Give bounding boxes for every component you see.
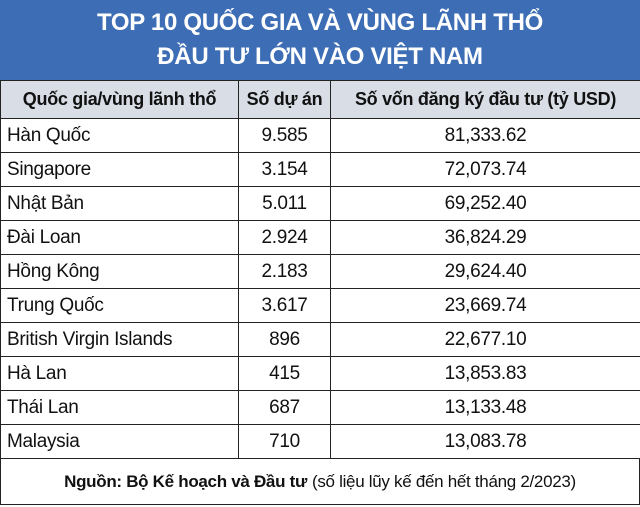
table-cell: 710 (238, 424, 331, 459)
table-row: Trung Quốc 3.617 23,669.74 (0, 288, 640, 323)
table-row: British Virgin Islands 896 22,677.10 (0, 322, 640, 357)
source: Nguồn: Bộ Kế hoạch và Đầu tư (64, 471, 307, 491)
data-table: Quốc gia/vùng lãnh thổ Số dự án Số vốn đăn… (0, 80, 640, 459)
table-body: Hàn Quốc 9.585 81,333.62 Singapore 3.154 72,0… (0, 118, 640, 459)
header-row: Quốc gia/vùng lãnh thổ Số dự án Số vốn đăn… (0, 80, 640, 119)
table-row: Nhật Bản 5.011 69,252.40 (0, 186, 640, 221)
table-cell: 5.011 (238, 186, 331, 221)
table-cell: Hàn Quốc (0, 118, 239, 153)
table-cell: Đài Loan (0, 220, 239, 255)
title-line: ĐẦU TƯ LỚN VÀO VIỆT NAM (157, 43, 483, 70)
table-row: Malaysia 710 13,083.78 (0, 424, 640, 459)
table-row: Hàn Quốc 9.585 81,333.62 (0, 118, 640, 153)
table-cell: 3.617 (238, 288, 331, 323)
table-cell: 36,824.29 (330, 220, 640, 255)
table-cell: 69,252.40 (330, 186, 640, 221)
table-cell: 687 (238, 390, 331, 425)
table-cell: 81,333.62 (330, 118, 640, 153)
table-row: Singapore 3.154 72,073.74 (0, 152, 640, 187)
table-cell: 2.183 (238, 254, 331, 289)
column-header: Số vốn đăng ký đầu tư (tỷ USD) (330, 80, 640, 119)
table-row: Hồng Kông 2.183 29,624.40 (0, 254, 640, 289)
table-cell: 72,073.74 (330, 152, 640, 187)
table-cell: 13,853.83 (330, 356, 640, 391)
table-cell: 415 (238, 356, 331, 391)
table-row: Hà Lan 415 13,853.83 (0, 356, 640, 391)
column-header: Quốc gia/vùng lãnh thổ (0, 80, 239, 119)
table-cell: Malaysia (0, 424, 239, 459)
table-row: Đài Loan 2.924 36,824.29 (0, 220, 640, 255)
table-cell: 13,083.78 (330, 424, 640, 459)
table-cell: 29,624.40 (330, 254, 640, 289)
title-line: TOP 10 QUỐC GIA VÀ VÙNG LÃNH THỔ (96, 9, 543, 36)
title-banner: TOP 10 QUỐC GIA VÀ VÙNG LÃNH THỔ ĐẦU TƯ … (0, 0, 640, 80)
table-cell: Trung Quốc (0, 288, 239, 323)
table-cell: 896 (238, 322, 331, 357)
table-cell: Hà Lan (0, 356, 239, 391)
table-cell: Nhật Bản (0, 186, 239, 221)
table-cell: 13,133.48 (330, 390, 640, 425)
table-cell: Thái Lan (0, 390, 239, 425)
footer: Nguồn: Bộ Kế hoạch và Đầu tư (số liệu lũ… (0, 459, 640, 505)
column-header: Số dự án (238, 80, 331, 119)
source-note: (số liệu lũy kế đến hết tháng 2/2023) (311, 471, 576, 491)
table-row: Thái Lan 687 13,133.48 (0, 390, 640, 425)
table-cell: 9.585 (238, 118, 331, 153)
table-cell: 2.924 (238, 220, 331, 255)
table-cell: 23,669.74 (330, 288, 640, 323)
table-cell: 22,677.10 (330, 322, 640, 357)
table-cell: 3.154 (238, 152, 331, 187)
table-cell: Singapore (0, 152, 239, 187)
table-cell: Hồng Kông (0, 254, 239, 289)
table-cell: British Virgin Islands (0, 322, 239, 357)
